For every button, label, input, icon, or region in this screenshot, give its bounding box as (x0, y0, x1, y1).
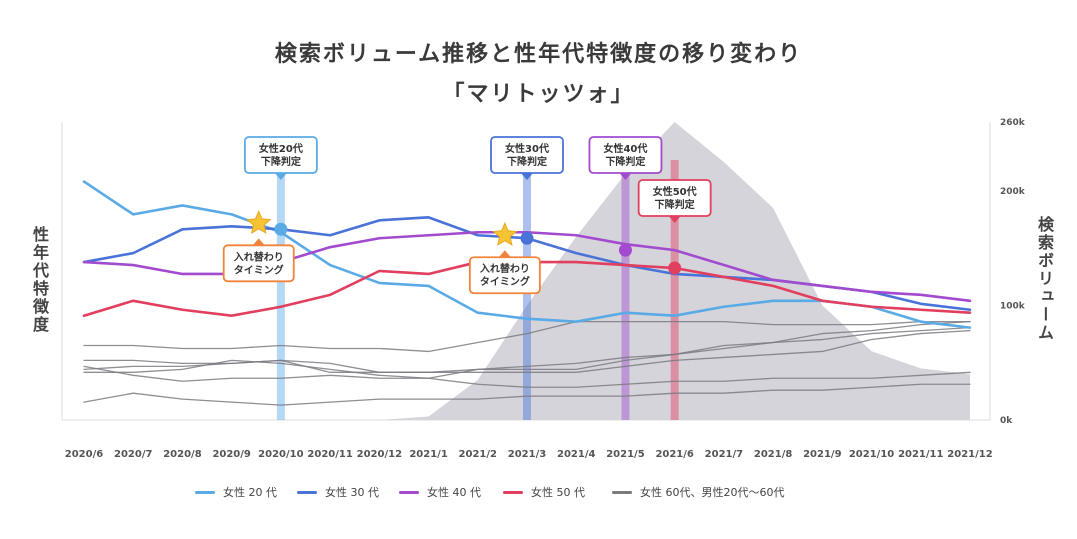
x-tick-label: 2020/6 (65, 449, 103, 460)
legend-label: 女性 40 代 (427, 486, 481, 499)
x-tick-label: 2021/4 (557, 449, 595, 460)
legend-swatch (612, 490, 632, 494)
x-tick-label: 2021/2 (459, 449, 497, 460)
callout-text: 女性30代 (505, 142, 549, 155)
legend-item: 女性 60代、男性20代〜60代 (612, 484, 785, 500)
swap-text: タイミング (234, 263, 284, 276)
series-line (83, 326, 971, 379)
callout-text: 女性20代 (259, 142, 303, 155)
legend-label: 女性 60代、男性20代〜60代 (640, 486, 785, 499)
legend: 女性 20 代 女性 30 代 女性 40 代 女性 50 代 女性 60代、男… (0, 484, 1077, 500)
x-tick-label: 2021/7 (705, 449, 743, 460)
x-tick-label: 2020/7 (114, 449, 152, 460)
series-line (83, 383, 971, 406)
y-axis-label-right: 検索ボリューム (1035, 216, 1054, 342)
callout-text: 女性50代 (653, 185, 697, 198)
marker-dot (274, 222, 288, 236)
legend-item: 女性 50 代 (503, 484, 585, 500)
x-tick-label: 2021/6 (655, 449, 693, 460)
swap-text: 入れ替わり (480, 262, 530, 275)
x-tick-label: 2020/10 (258, 449, 303, 460)
y2-tick-label: 100k (1000, 301, 1026, 311)
chart-subtitle: 「マリトッツォ」 (442, 82, 635, 107)
series-line (83, 321, 971, 353)
callout-pointer (619, 173, 632, 180)
legend-swatch (399, 490, 419, 494)
legend-label: 女性 30 代 (325, 486, 379, 499)
legend-item: 女性 20 代 (195, 484, 277, 500)
callout-text: 女性40代 (603, 142, 647, 155)
marker-band (276, 160, 285, 420)
callout-text: 下降判定 (655, 198, 695, 211)
chart-title: 検索ボリューム推移と性年代特徴度の移り変わり (274, 42, 803, 67)
x-tick-label: 2021/3 (508, 449, 546, 460)
x-tick-label: 2021/8 (754, 449, 792, 460)
x-tick-label: 2021/11 (898, 449, 943, 460)
y2-tick-label: 0k (1000, 416, 1013, 426)
marker-dot (520, 231, 534, 245)
legend-swatch (503, 490, 523, 494)
legend-label: 女性 20 代 (223, 486, 277, 499)
x-tick-label: 2021/10 (849, 449, 894, 460)
x-tick-label: 2021/1 (409, 449, 447, 460)
x-tick-label: 2021/12 (947, 449, 992, 460)
legend-item: 女性 40 代 (399, 484, 481, 500)
x-tick-label: 2021/9 (803, 449, 841, 460)
legend-item: 女性 30 代 (297, 484, 379, 500)
swap-star (246, 210, 272, 235)
x-tick-label: 2020/12 (357, 449, 402, 460)
callout-text: 下降判定 (261, 155, 301, 168)
legend-swatch (195, 490, 215, 494)
marker-band (621, 160, 630, 420)
marker-dot (668, 261, 682, 275)
swap-pointer (252, 238, 265, 246)
x-tick-label: 2021/5 (606, 449, 644, 460)
series-line (83, 365, 971, 388)
legend-label: 女性 50 代 (531, 486, 585, 499)
swap-text: 入れ替わり (234, 250, 284, 263)
legend-swatch (297, 490, 317, 494)
swap-box (468, 256, 541, 295)
marker-band (670, 160, 679, 420)
x-tick-label: 2020/11 (307, 449, 352, 460)
y2-tick-label: 260k (1000, 118, 1026, 128)
callout-text: 下降判定 (507, 155, 547, 168)
swap-star (492, 221, 518, 246)
swap-box (222, 244, 295, 283)
callout-pointer (668, 216, 681, 223)
marker-dot (618, 243, 632, 257)
y2-tick-label: 200k (1000, 187, 1026, 197)
callout-text: 下降判定 (605, 155, 645, 168)
series-line (83, 329, 971, 373)
x-tick-label: 2020/9 (212, 449, 250, 460)
swap-pointer (498, 250, 511, 258)
swap-text: タイミング (480, 275, 530, 288)
y-axis-label-left: 性年代特徴度 (30, 226, 49, 334)
callout-pointer (521, 173, 533, 180)
x-tick-label: 2020/8 (163, 449, 201, 460)
callout-pointer (274, 173, 287, 180)
